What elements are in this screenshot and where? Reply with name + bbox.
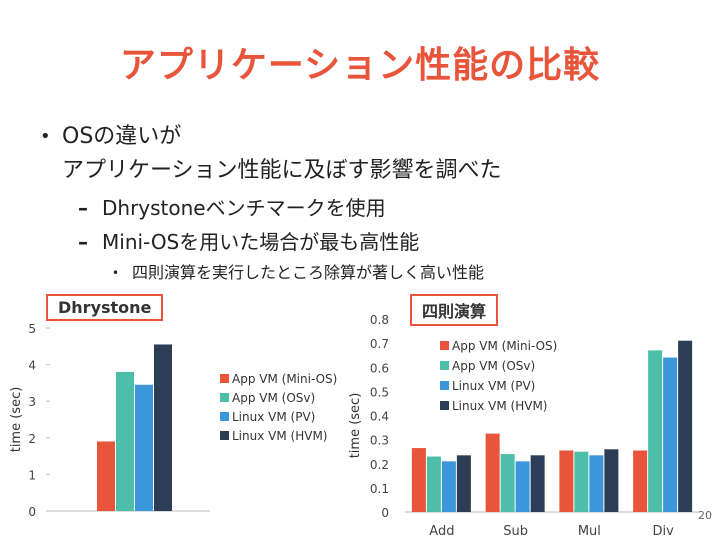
chart2-bar (485, 433, 500, 512)
sub-sub-bullet: • 四則演算を実行したところ除算が著しく高い性能 (112, 262, 484, 284)
chart2-legend-label: Linux VM (HVM) (452, 399, 547, 413)
chart2-bar (411, 448, 426, 512)
bullet-line-2: アプリケーション性能に及ぼす影響を調べた (62, 158, 502, 183)
chart2-x-tick-label: Sub (503, 524, 528, 539)
chart2-y-tick-label: 0.5 (370, 385, 389, 399)
chart2-legend-label: App VM (Mini-OS) (452, 339, 557, 353)
page-number: 20 (698, 509, 712, 522)
chart1-legend-label: Linux VM (HVM) (232, 429, 327, 443)
bullet-dot: • (112, 266, 120, 280)
chart1-bar (135, 384, 153, 511)
chart1-y-tick-label: 1 (28, 468, 36, 482)
chart2-bar (456, 455, 471, 512)
chart1-y-tick-label: 0 (28, 505, 36, 519)
bullet-main: • OSの違いが アプリケーション性能に及ぼす影響を調べた (40, 120, 502, 188)
chart2-y-tick-label: 0.4 (370, 410, 389, 424)
chart2-y-tick-label: 0.3 (370, 434, 389, 448)
chart2-title: 四則演算 (410, 294, 499, 326)
chart2-x-tick-label: Div (652, 524, 674, 539)
sub-bullet-minios: – Mini-OSを用いた場合が最も高性能 (78, 226, 419, 258)
chart1-legend-label: App VM (Mini-OS) (232, 372, 337, 386)
dash-icon: – (78, 196, 88, 220)
chart1-legend-swatch (220, 393, 229, 402)
chart2-bar (515, 461, 530, 512)
dash-icon: – (78, 230, 88, 254)
chart1-bar (116, 371, 134, 511)
chart1-y-tick-label: 4 (28, 359, 36, 373)
chart2-bar (589, 455, 604, 512)
slide-title: アプリケーション性能の比較 (119, 45, 601, 86)
sub-bullet-text: Mini-OSを用いた場合が最も高性能 (102, 230, 420, 254)
chart2-bar (500, 454, 515, 512)
sub-sub-bullet-text: 四則演算を実行したところ除算が著しく高い性能 (132, 263, 485, 282)
chart1-bar (154, 344, 172, 511)
chart2-legend-swatch (440, 361, 449, 370)
chart2-y-axis-label: time (sec) (348, 393, 363, 459)
chart1-y-axis-label: time (sec) (9, 387, 24, 453)
chart2-x-tick-label: Mul (578, 524, 601, 539)
chart2-bar (648, 350, 663, 512)
chart2-y-tick-label: 0.2 (370, 458, 389, 472)
chart2-y-tick-label: 0.6 (370, 361, 389, 375)
chart1-y-tick-label: 3 (28, 395, 36, 409)
chart2-bar (426, 456, 441, 512)
chart2-bar (441, 461, 456, 512)
chart2-legend-label: App VM (OSv) (452, 359, 535, 373)
chart1-bar (97, 441, 115, 511)
chart2-legend-swatch (440, 381, 449, 390)
chart1-title: Dhrystone (46, 294, 164, 321)
chart2-bar (559, 450, 574, 512)
chart2-legend-swatch (440, 341, 449, 350)
chart1-y-tick-label: 5 (28, 322, 36, 336)
sub-bullet-dhrystone: – Dhrystoneベンチマークを使用 (78, 192, 386, 224)
chart2-bar (604, 449, 619, 512)
chart1-legend-swatch (220, 431, 229, 440)
chart1-y-tick-label: 2 (28, 432, 36, 446)
chart2-y-tick-label: 0 (381, 506, 389, 520)
chart2-legend-label: Linux VM (PV) (452, 379, 535, 393)
bullet-dot: • (40, 126, 51, 147)
chart2-bar (678, 340, 693, 512)
chart2-x-tick-label: Add (429, 524, 454, 539)
sub-bullet-text: Dhrystoneベンチマークを使用 (102, 196, 386, 220)
chart2-bar (530, 455, 545, 512)
chart1-legend-label: Linux VM (PV) (232, 410, 315, 424)
chart2-bar (633, 450, 648, 512)
chart2-y-tick-label: 0.7 (370, 337, 389, 351)
chart2-bar (663, 357, 678, 512)
bullet-line-1: OSの違いが (62, 124, 182, 149)
chart2-y-tick-label: 0.1 (370, 482, 389, 496)
chart1-legend-label: App VM (OSv) (232, 391, 315, 405)
chart1-legend-swatch (220, 412, 229, 421)
chart2-legend-swatch (440, 401, 449, 410)
chart2-bar (574, 451, 589, 512)
chart2-y-tick-label: 0.8 (370, 313, 389, 327)
chart1-legend-swatch (220, 374, 229, 383)
